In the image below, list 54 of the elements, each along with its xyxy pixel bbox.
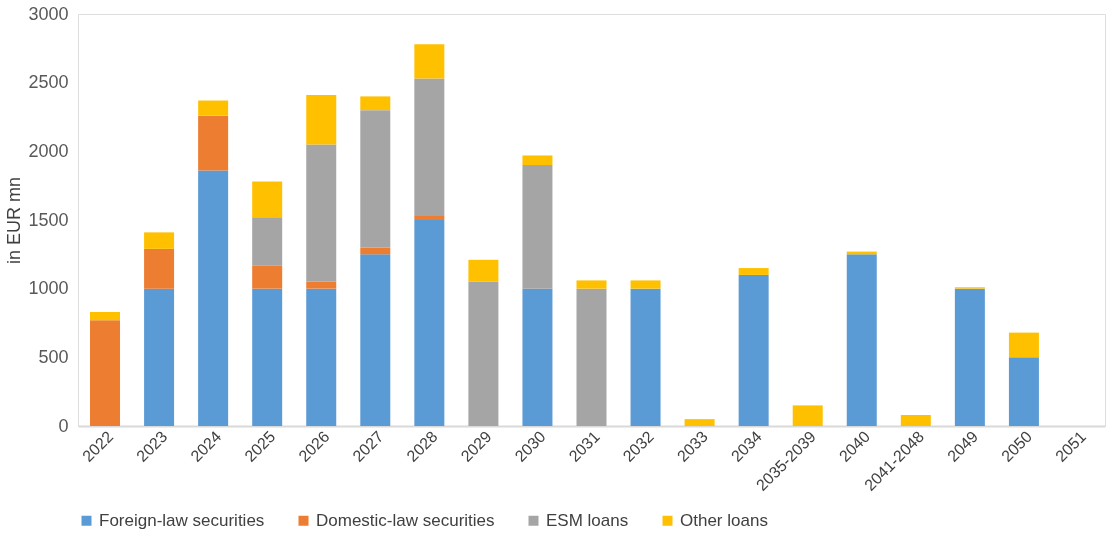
bar (198, 100, 229, 116)
bar (198, 115, 229, 171)
bar (90, 320, 121, 426)
bar (144, 288, 175, 426)
bar (306, 144, 337, 282)
bar (630, 280, 661, 289)
bar (198, 170, 229, 426)
bar (468, 259, 499, 282)
bar (738, 274, 769, 426)
bar (1008, 357, 1039, 426)
y-tick-label: 2500 (28, 72, 69, 93)
bar (522, 155, 553, 166)
legend-label: Foreign-law securities (99, 510, 265, 530)
bar (144, 248, 175, 289)
bar (360, 254, 391, 426)
bar (576, 288, 607, 426)
bar (252, 217, 283, 266)
y-tick-label: 500 (38, 346, 69, 367)
bar (252, 288, 283, 426)
bar (414, 215, 445, 220)
y-tick-label: 2000 (28, 140, 69, 161)
legend-label: ESM loans (546, 510, 629, 530)
y-axis-title: in EUR mn (4, 176, 25, 265)
bar (306, 288, 337, 426)
y-tick-label: 3000 (28, 3, 69, 24)
y-tick-label: 0 (58, 415, 69, 436)
bar (954, 288, 985, 426)
bar (252, 181, 283, 218)
bar (576, 280, 607, 289)
bar (306, 95, 337, 145)
bar (522, 288, 553, 426)
bar (414, 220, 445, 426)
bar (630, 288, 661, 426)
legend-label: Other loans (680, 510, 768, 530)
bar (522, 165, 553, 289)
bar (360, 96, 391, 111)
bar (738, 268, 769, 275)
bar (414, 78, 445, 216)
y-tick-label: 1500 (28, 209, 69, 230)
bar (900, 415, 931, 426)
bar (90, 312, 121, 321)
bar (144, 232, 175, 249)
bar (468, 281, 499, 426)
bar (360, 110, 391, 248)
bar (360, 247, 391, 255)
bar (306, 281, 337, 289)
bar (846, 254, 877, 426)
bar (414, 44, 445, 79)
bar (1008, 332, 1039, 358)
bar (792, 405, 823, 426)
y-tick-label: 1000 (28, 278, 69, 299)
legend-label: Domestic-law securities (316, 510, 495, 530)
bar (252, 265, 283, 289)
bar (684, 419, 715, 426)
